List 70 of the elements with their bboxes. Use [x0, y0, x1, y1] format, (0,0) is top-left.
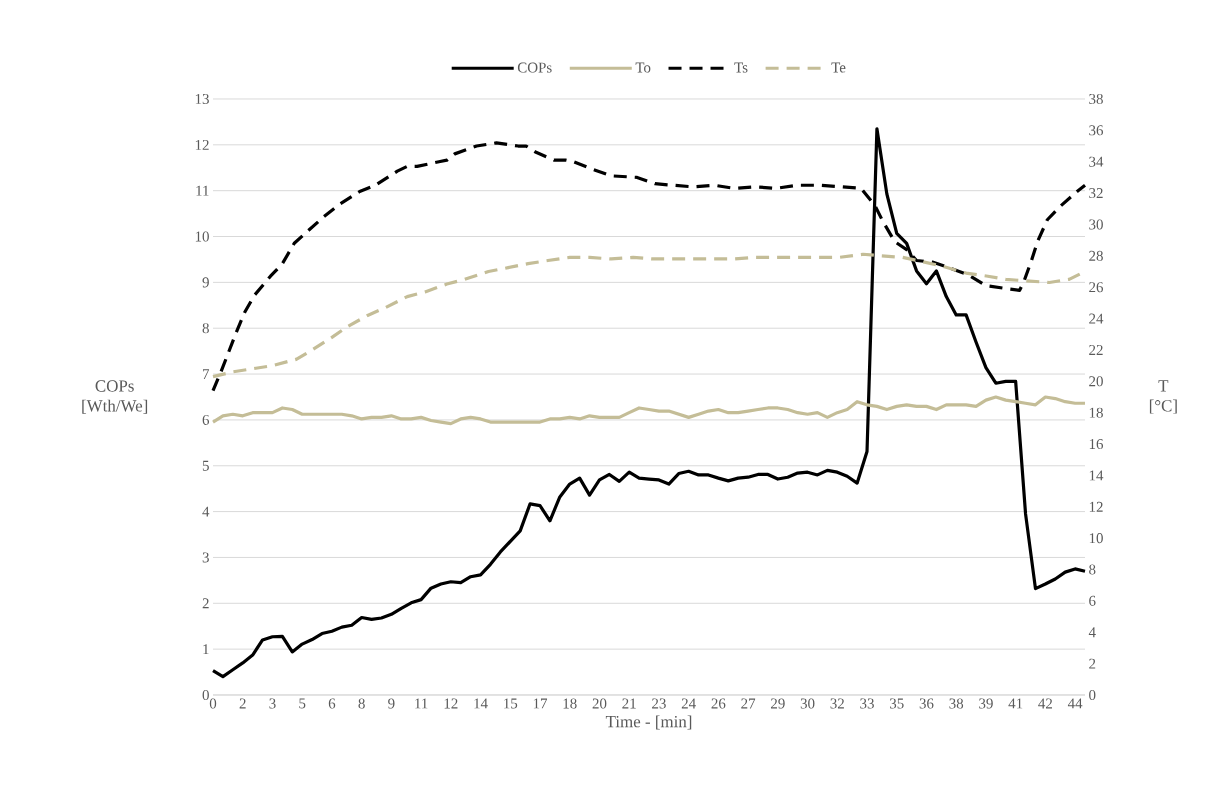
x-tick-label: 21 — [622, 698, 636, 709]
x-tick-label: 35 — [889, 698, 904, 709]
y2-tick-label: 2 — [1089, 658, 1096, 669]
y-axis-title: COPs [Wth/We] — [82, 380, 148, 414]
y-tick-label: 9 — [202, 277, 209, 288]
x-tick-label: 8 — [358, 698, 365, 709]
y-tick-label: 6 — [202, 414, 210, 425]
y-tick-label: 0 — [202, 689, 209, 701]
x-tick-label: 11 — [415, 698, 428, 709]
x-tick-label: 5 — [299, 698, 306, 709]
x-tick-label: 38 — [949, 698, 964, 709]
y2-tick-label: 10 — [1089, 533, 1103, 544]
x-tick-label: 20 — [592, 698, 607, 709]
y2-tick-label: 16 — [1089, 439, 1104, 450]
x-tick-label: 23 — [652, 698, 666, 709]
y2-tick-label: 6 — [1089, 595, 1096, 606]
y2-tick-label: 22 — [1089, 344, 1103, 355]
x-tick-label: 12 — [444, 698, 458, 709]
x-tick-label: 33 — [860, 698, 874, 709]
legend-label: Te — [831, 62, 846, 73]
y2-tick-label: 38 — [1089, 93, 1103, 105]
y2-tick-label: 30 — [1089, 219, 1103, 230]
x-tick-label: 6 — [328, 698, 336, 709]
y2-tick-label: 32 — [1089, 188, 1103, 199]
y2-tick-label: 14 — [1089, 470, 1104, 481]
x-tick-label: 26 — [711, 698, 726, 709]
y2-tick-label: 18 — [1089, 407, 1103, 418]
y2-tick-label: 28 — [1089, 250, 1103, 261]
y-tick-label: 4 — [202, 506, 210, 517]
y2-tick-label: 24 — [1089, 313, 1104, 324]
y-tick-label: 8 — [202, 323, 209, 334]
y2-axis-title: T [°C] — [1149, 380, 1177, 414]
legend-label: To — [635, 62, 651, 73]
x-tick-label: 9 — [388, 698, 395, 709]
x-tick-label: 18 — [563, 698, 577, 709]
y2-tick-label: 34 — [1089, 156, 1104, 167]
y2-tick-label: 4 — [1088, 627, 1096, 638]
x-tick-label: 29 — [771, 698, 785, 709]
x-tick-label: 14 — [474, 698, 488, 709]
y-tick-label: 3 — [202, 552, 209, 563]
x-tick-label: 36 — [919, 698, 934, 709]
y2-tick-label: 0 — [1089, 689, 1096, 701]
y2-tick-label: 12 — [1089, 501, 1103, 512]
y-tick-label: 13 — [195, 93, 209, 104]
y-tick-label: 5 — [202, 460, 209, 471]
y2-tick-label: 26 — [1089, 282, 1104, 293]
y-tick-label: 1 — [203, 644, 209, 655]
legend-label: Ts — [734, 62, 748, 73]
x-tick-label: 30 — [800, 698, 815, 709]
x-tick-label: 3 — [269, 698, 276, 709]
x-tick-label: 27 — [741, 698, 756, 709]
x-tick-label: 2 — [239, 698, 246, 709]
y2-tick-label: 20 — [1089, 376, 1103, 387]
y-tick-label: 10 — [195, 231, 209, 242]
x-tick-label: 42 — [1038, 698, 1053, 709]
x-tick-label: 44 — [1067, 698, 1083, 709]
x-tick-label: 32 — [830, 698, 844, 709]
x-tick-label: 39 — [979, 698, 993, 709]
x-axis-title: Time - [min] — [605, 715, 692, 730]
y-tick-label: 11 — [196, 185, 209, 196]
y-tick-label: 12 — [195, 139, 209, 150]
x-tick-label: 15 — [504, 698, 518, 709]
y-tick-label: 7 — [203, 369, 210, 379]
x-tick-label: 24 — [681, 698, 696, 709]
y2-tick-label: 8 — [1089, 564, 1096, 575]
legend-label: COPs — [517, 62, 552, 73]
x-tick-label: 41 — [1008, 698, 1023, 709]
x-tick-label: 17 — [533, 698, 548, 709]
y-tick-label: 2 — [202, 598, 209, 609]
y2-tick-label: 36 — [1089, 125, 1104, 136]
